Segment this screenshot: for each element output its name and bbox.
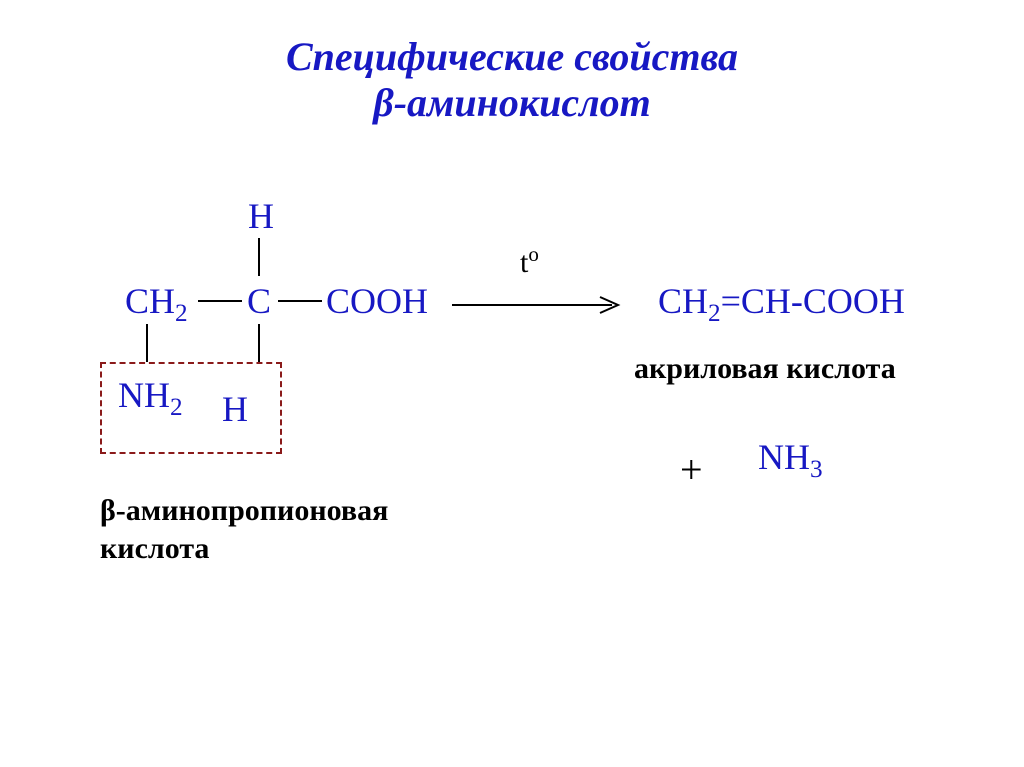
bond-c-h [258,324,260,362]
atom-H-top: H [248,196,274,236]
reactant-top-H: H [248,195,274,237]
atom-C: C [247,281,271,321]
reaction-condition: to [520,246,539,280]
reactant-C: C [247,280,271,322]
reactant-COOH: COOH [326,280,428,322]
atom-CH2: CH [125,281,175,321]
atom-COOH: COOH [326,281,428,321]
bond-ch2-nh2 [146,324,148,362]
product-acrylic-formula: CH2=CH-COOH [658,280,905,322]
slide-title: Специфические свойства β-аминокислот [0,34,1024,126]
bond-c-cooh [278,298,322,304]
atom-CH2-sub: 2 [175,300,188,327]
plus-text: + [680,447,703,492]
bond-top [258,238,260,276]
plus-sign: + [680,446,703,493]
acrylic-rest: =CH-COOH [721,281,905,321]
acrylic-CH: CH [658,281,708,321]
reactant-name-line2: кислота [100,532,209,565]
leaving-group-box [100,362,282,454]
acrylic-name-text: акриловая кислота [634,352,896,385]
product-NH3: NH3 [758,436,823,478]
reaction-arrow [452,293,632,317]
reactant-name: β-аминопропионовая кислота [100,492,388,567]
title-line1: Специфические свойства [286,34,738,79]
slide-stage: Специфические свойства β-аминокислот H C… [0,0,1024,767]
condition-degree: o [528,242,539,266]
reactant-name-line1: β-аминопропионовая [100,494,388,527]
nh3-sub3: 3 [810,456,823,483]
product-acrylic-name: акриловая кислота [634,352,896,386]
nh3-NH: NH [758,437,810,477]
title-line2: β-аминокислот [373,80,651,125]
bond-ch2-c [198,298,242,304]
reactant-CH2: CH2 [125,280,188,322]
acrylic-sub2: 2 [708,300,721,327]
